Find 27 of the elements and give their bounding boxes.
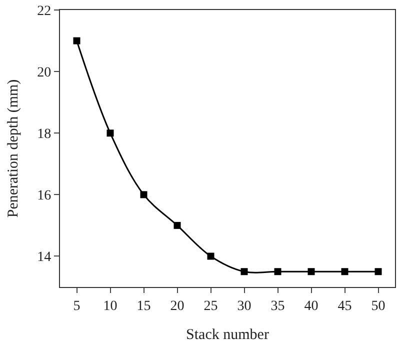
point: [308, 268, 315, 276]
point: [274, 268, 282, 276]
x-tick-label: 20: [170, 298, 184, 314]
x-tick-label: 35: [270, 298, 285, 314]
x-tick-label: 45: [338, 298, 352, 314]
y-tick-label: 18: [37, 127, 52, 142]
point: [174, 222, 181, 229]
x-tick-label: 40: [304, 298, 318, 314]
x-tick-label: 10: [103, 298, 118, 314]
point: [106, 130, 114, 137]
y-tick-label: 16: [37, 188, 52, 204]
point: [341, 268, 348, 276]
x-tick-label: 30: [237, 298, 252, 314]
point: [73, 37, 80, 44]
point: [240, 268, 248, 276]
x-axis-title: Stack number: [186, 326, 269, 343]
y-tick-label: 20: [37, 65, 52, 80]
x-tick-label: 5: [73, 298, 80, 314]
x-tick-label: 50: [371, 298, 386, 314]
point: [140, 191, 148, 198]
y-axis-title: Peneration depth (mm): [5, 79, 22, 218]
x-tick-label: 15: [136, 298, 151, 314]
y-tick-label: 14: [37, 250, 52, 266]
point: [207, 252, 214, 260]
y-tick-label: 22: [37, 4, 52, 19]
x-tick-label: 25: [204, 298, 218, 314]
point: [374, 268, 382, 276]
